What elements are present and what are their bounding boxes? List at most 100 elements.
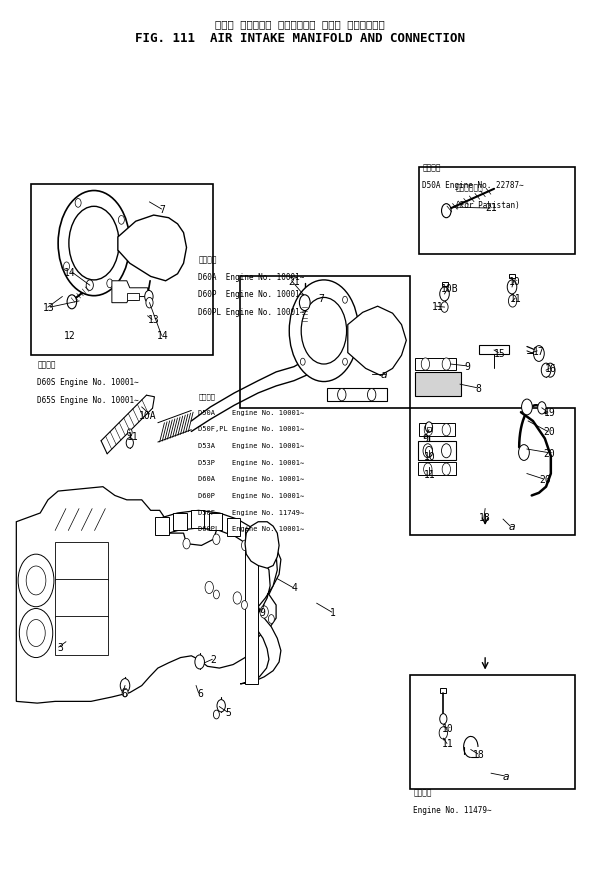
Text: 4: 4	[291, 583, 297, 593]
Text: 9: 9	[464, 362, 470, 371]
Circle shape	[301, 297, 305, 304]
Circle shape	[214, 590, 220, 599]
Text: D60PL   Engine No. 10001∼: D60PL Engine No. 10001∼	[199, 526, 305, 532]
Polygon shape	[209, 513, 223, 530]
Text: 8: 8	[475, 383, 481, 393]
Circle shape	[421, 358, 430, 371]
Text: 10: 10	[442, 723, 454, 733]
Text: 14: 14	[157, 331, 169, 341]
Text: 2: 2	[211, 655, 217, 665]
Circle shape	[440, 288, 449, 301]
Circle shape	[75, 199, 81, 208]
Text: 適用号稺: 適用号稺	[413, 788, 432, 796]
Circle shape	[424, 424, 433, 436]
Polygon shape	[118, 216, 187, 282]
Circle shape	[126, 438, 133, 449]
Circle shape	[521, 399, 532, 415]
Text: 10A: 10A	[139, 410, 157, 421]
Polygon shape	[418, 463, 457, 476]
Text: D60P  Engine No. 10001∼: D60P Engine No. 10001∼	[199, 290, 305, 299]
Text: 18: 18	[479, 513, 491, 522]
Circle shape	[214, 710, 220, 719]
Polygon shape	[55, 543, 107, 580]
Text: 9: 9	[259, 608, 265, 617]
Circle shape	[299, 296, 310, 311]
Text: a: a	[380, 370, 387, 379]
Polygon shape	[227, 519, 240, 536]
Circle shape	[27, 620, 45, 647]
Circle shape	[442, 424, 451, 436]
Text: 適用号稺: 適用号稺	[199, 255, 217, 264]
Circle shape	[233, 592, 241, 604]
Circle shape	[424, 464, 432, 476]
Text: 17: 17	[533, 347, 545, 356]
Circle shape	[120, 679, 130, 693]
Polygon shape	[327, 388, 386, 401]
Circle shape	[107, 279, 113, 288]
Circle shape	[440, 714, 447, 724]
Text: 6: 6	[121, 687, 127, 698]
Text: a: a	[503, 771, 509, 781]
Text: 11: 11	[442, 738, 454, 749]
Text: D60A    Engine No. 10001∼: D60A Engine No. 10001∼	[199, 476, 305, 482]
Text: FIG. 111  AIR INTAKE MANIFOLD AND CONNECTION: FIG. 111 AIR INTAKE MANIFOLD AND CONNECT…	[135, 32, 465, 45]
Circle shape	[260, 606, 268, 618]
Circle shape	[343, 297, 347, 304]
Polygon shape	[191, 511, 205, 529]
Text: 適用号稺: 適用号稺	[422, 163, 441, 172]
Circle shape	[67, 296, 77, 309]
Circle shape	[266, 557, 274, 567]
Text: D50A    Engine No. 10001∼: D50A Engine No. 10001∼	[199, 409, 305, 415]
Circle shape	[425, 422, 433, 433]
Polygon shape	[245, 522, 279, 569]
Text: 5: 5	[226, 707, 231, 717]
Text: 3: 3	[57, 643, 63, 652]
Text: 7: 7	[318, 294, 324, 304]
Polygon shape	[491, 345, 508, 355]
Circle shape	[343, 359, 347, 366]
Circle shape	[507, 281, 517, 295]
Polygon shape	[479, 345, 509, 355]
Text: 15: 15	[494, 349, 506, 358]
Circle shape	[146, 299, 153, 308]
Circle shape	[441, 302, 448, 313]
Circle shape	[442, 358, 451, 371]
Circle shape	[64, 263, 70, 271]
Polygon shape	[415, 358, 457, 371]
Circle shape	[423, 444, 433, 458]
Polygon shape	[348, 306, 406, 376]
Text: 1: 1	[330, 608, 336, 617]
Text: 11: 11	[511, 294, 522, 304]
Polygon shape	[16, 487, 281, 703]
Text: D60S Engine No. 10001∼: D60S Engine No. 10001∼	[37, 378, 139, 386]
Text: 21: 21	[288, 277, 300, 286]
Circle shape	[118, 216, 124, 225]
Circle shape	[86, 281, 94, 291]
Circle shape	[508, 296, 517, 307]
Text: 14: 14	[64, 268, 76, 277]
Text: エアー  インテーク  マニホールド  および  コネクション: エアー インテーク マニホールド および コネクション	[215, 19, 385, 29]
Polygon shape	[55, 579, 107, 617]
Circle shape	[301, 299, 347, 364]
Text: 10B: 10B	[440, 284, 458, 293]
Text: 20: 20	[544, 427, 556, 437]
Circle shape	[541, 363, 551, 378]
Circle shape	[205, 581, 214, 594]
Circle shape	[183, 539, 190, 550]
Polygon shape	[155, 518, 169, 536]
Polygon shape	[245, 529, 258, 684]
Circle shape	[268, 615, 274, 623]
Circle shape	[518, 445, 529, 461]
Text: 11: 11	[127, 431, 139, 442]
Text: D60A  Engine No. 10001∼: D60A Engine No. 10001∼	[199, 273, 305, 282]
Circle shape	[425, 447, 433, 457]
Text: 6: 6	[197, 687, 203, 698]
Circle shape	[538, 402, 546, 414]
Circle shape	[69, 207, 119, 281]
Circle shape	[442, 464, 451, 476]
Text: D60P    Engine No. 10001∼: D60P Engine No. 10001∼	[199, 493, 305, 499]
Circle shape	[26, 566, 46, 595]
Circle shape	[19, 608, 53, 658]
Text: 19: 19	[544, 407, 556, 418]
Text: 10: 10	[424, 451, 436, 462]
